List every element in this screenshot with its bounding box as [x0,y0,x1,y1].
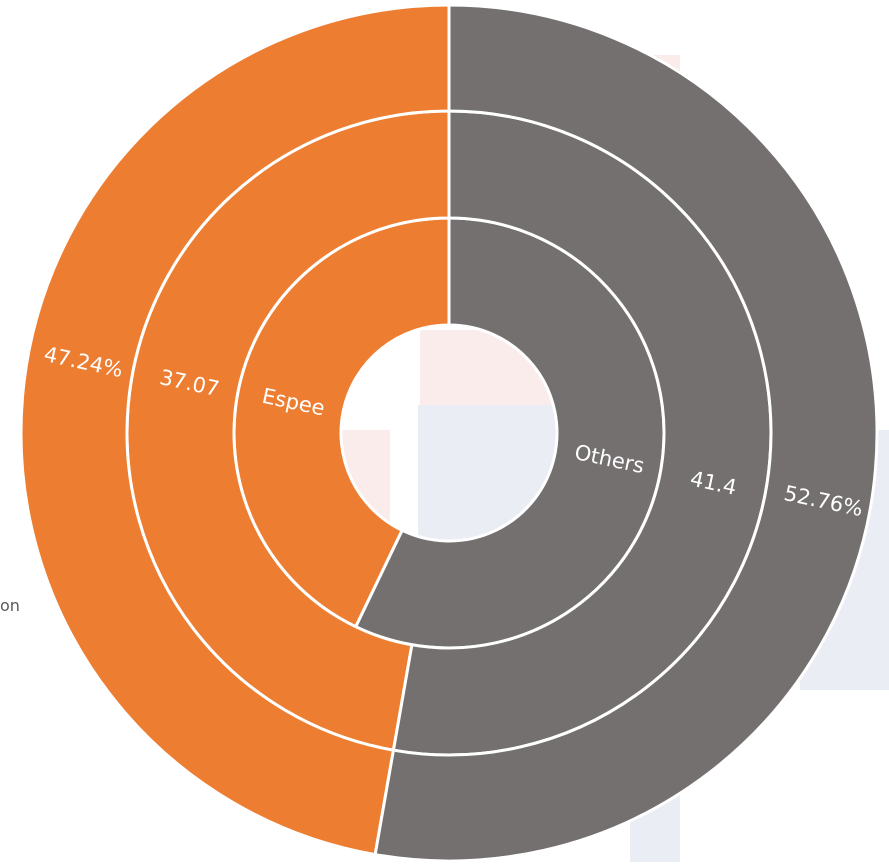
ring-layer [19,3,879,863]
side-text: on [0,596,20,615]
ring-outer-espee-segment [19,3,451,857]
ring-outer-others-segment [373,3,879,863]
